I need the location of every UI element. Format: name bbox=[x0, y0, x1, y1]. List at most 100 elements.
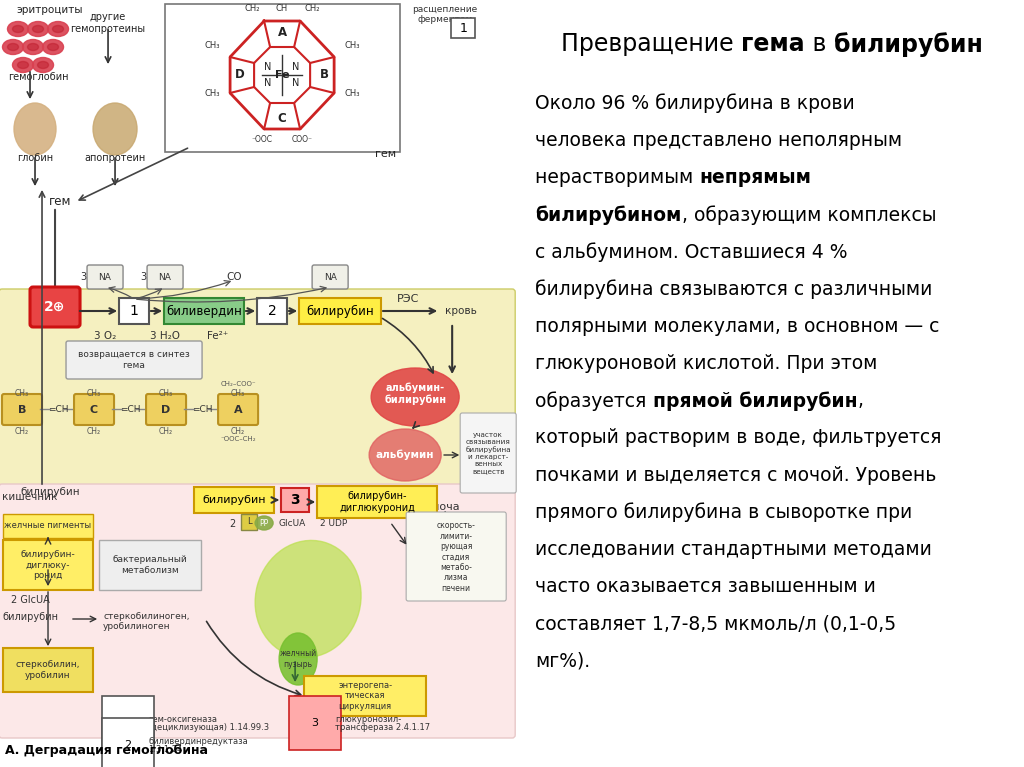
Text: А. Деградация гемоглобина: А. Деградация гемоглобина bbox=[5, 744, 208, 757]
Text: D: D bbox=[236, 68, 245, 81]
Text: 3: 3 bbox=[290, 493, 300, 507]
Text: CH₂: CH₂ bbox=[231, 426, 245, 436]
Text: скорость-
лимити-
рующая
стадия
метабо-
лизма
печени: скорость- лимити- рующая стадия метабо- … bbox=[436, 522, 475, 593]
Text: Fe: Fe bbox=[274, 70, 290, 80]
Text: GlcUA: GlcUA bbox=[279, 519, 305, 528]
Text: N: N bbox=[293, 78, 300, 88]
FancyBboxPatch shape bbox=[312, 265, 348, 289]
Text: COO⁻: COO⁻ bbox=[292, 135, 312, 144]
Text: NA: NA bbox=[324, 272, 337, 281]
Text: энтерогепа-
тическая
циркуляция: энтерогепа- тическая циркуляция bbox=[338, 681, 392, 711]
FancyBboxPatch shape bbox=[3, 514, 93, 538]
Text: (дециклизующая) 1.14.99.3: (дециклизующая) 1.14.99.3 bbox=[148, 723, 269, 732]
Text: B: B bbox=[17, 405, 27, 415]
Text: NA: NA bbox=[98, 272, 112, 281]
Text: расщепление
ферментом: расщепление ферментом bbox=[413, 5, 478, 25]
Ellipse shape bbox=[7, 21, 29, 37]
FancyBboxPatch shape bbox=[407, 512, 506, 601]
Text: образуется: образуется bbox=[536, 391, 652, 411]
Text: CH₂–COO⁻: CH₂–COO⁻ bbox=[220, 381, 256, 387]
Text: ⁻OOC: ⁻OOC bbox=[252, 135, 272, 144]
Ellipse shape bbox=[12, 25, 24, 32]
FancyBboxPatch shape bbox=[99, 540, 201, 590]
Text: CH₃: CH₃ bbox=[15, 390, 29, 399]
Text: гема: гема bbox=[741, 32, 805, 56]
Text: гем: гем bbox=[375, 149, 395, 159]
Text: A: A bbox=[278, 25, 287, 38]
Text: 2 UDP: 2 UDP bbox=[321, 519, 347, 528]
Text: бактериальный
метаболизм: бактериальный метаболизм bbox=[113, 555, 187, 574]
Text: CH₃: CH₃ bbox=[231, 390, 245, 399]
Text: альбумин-
билирубин: альбумин- билирубин bbox=[384, 383, 446, 405]
Ellipse shape bbox=[23, 39, 43, 54]
Text: CH₂: CH₂ bbox=[304, 4, 319, 13]
Text: билирубин: билирубин bbox=[306, 304, 374, 318]
Text: гем-оксигеназа: гем-оксигеназа bbox=[148, 715, 217, 723]
Text: стеркобилиноген,
уробилиноген: стеркобилиноген, уробилиноген bbox=[103, 612, 189, 631]
Text: исследовании стандартными методами: исследовании стандартными методами bbox=[536, 540, 932, 559]
Text: кишечник: кишечник bbox=[2, 492, 57, 502]
FancyBboxPatch shape bbox=[164, 298, 244, 324]
Text: B: B bbox=[319, 68, 329, 81]
Text: Fe²⁺: Fe²⁺ bbox=[208, 331, 228, 341]
Text: CH: CH bbox=[276, 4, 288, 13]
Text: глюкуронозил-: глюкуронозил- bbox=[335, 715, 401, 723]
FancyBboxPatch shape bbox=[282, 488, 309, 512]
Text: участок
связывания
билирубина
и лекарст-
венных
веществ: участок связывания билирубина и лекарст-… bbox=[465, 432, 511, 474]
Text: PP: PP bbox=[259, 518, 268, 528]
Text: 3: 3 bbox=[80, 272, 86, 282]
Text: CH₂: CH₂ bbox=[87, 426, 101, 436]
Ellipse shape bbox=[17, 61, 29, 68]
Text: 2 GlcUA: 2 GlcUA bbox=[10, 595, 49, 605]
Text: N: N bbox=[293, 62, 300, 72]
Text: билирубин-
диглюку-
ронид: билирубин- диглюку- ронид bbox=[20, 550, 76, 580]
FancyBboxPatch shape bbox=[119, 298, 150, 324]
Text: C: C bbox=[90, 405, 98, 415]
Text: билирубином: билирубином bbox=[536, 206, 682, 225]
Text: который растворим в воде, фильтруется: который растворим в воде, фильтруется bbox=[536, 428, 942, 447]
Text: гем: гем bbox=[49, 195, 72, 208]
FancyBboxPatch shape bbox=[147, 265, 183, 289]
FancyBboxPatch shape bbox=[317, 486, 437, 518]
Text: 1.3.1.24: 1.3.1.24 bbox=[148, 745, 182, 753]
Text: CH₃: CH₃ bbox=[159, 390, 173, 399]
Text: эритроциты: эритроциты bbox=[16, 5, 83, 15]
Text: CH₃: CH₃ bbox=[344, 41, 359, 50]
Ellipse shape bbox=[28, 21, 48, 37]
Text: 2: 2 bbox=[267, 304, 276, 318]
FancyBboxPatch shape bbox=[0, 484, 515, 738]
Text: =CH: =CH bbox=[191, 406, 212, 414]
Text: 3 H₂O: 3 H₂O bbox=[151, 331, 180, 341]
Text: D: D bbox=[162, 405, 171, 415]
Text: глобин: глобин bbox=[17, 153, 53, 163]
Text: с альбумином. Оставшиеся 4 %: с альбумином. Оставшиеся 4 % bbox=[536, 242, 848, 262]
Ellipse shape bbox=[43, 39, 63, 54]
Text: ,: , bbox=[857, 391, 863, 410]
Text: CH₃: CH₃ bbox=[205, 41, 220, 50]
Text: Около 96 % билирубина в крови: Около 96 % билирубина в крови bbox=[536, 94, 855, 114]
Ellipse shape bbox=[7, 44, 18, 51]
Ellipse shape bbox=[47, 44, 58, 51]
FancyBboxPatch shape bbox=[299, 298, 381, 324]
Text: CO: CO bbox=[226, 272, 242, 282]
FancyBboxPatch shape bbox=[3, 648, 93, 692]
Ellipse shape bbox=[280, 633, 317, 685]
Text: N: N bbox=[264, 78, 271, 88]
Text: трансфераза 2.4.1.17: трансфераза 2.4.1.17 bbox=[335, 723, 430, 732]
Text: 2⊕: 2⊕ bbox=[44, 300, 66, 314]
Text: билирубин: билирубин bbox=[20, 487, 80, 497]
Text: глюкуроновой кислотой. При этом: глюкуроновой кислотой. При этом bbox=[536, 354, 878, 373]
FancyBboxPatch shape bbox=[66, 341, 202, 379]
Text: ⁻OOC–CH₂: ⁻OOC–CH₂ bbox=[220, 436, 256, 442]
Text: возвращается в синтез
гема: возвращается в синтез гема bbox=[78, 351, 189, 370]
Text: гемоглобин: гемоглобин bbox=[8, 72, 69, 82]
Ellipse shape bbox=[14, 103, 56, 155]
Text: билирубин: билирубин bbox=[203, 495, 266, 505]
Text: 2: 2 bbox=[229, 519, 236, 529]
Text: N: N bbox=[264, 62, 271, 72]
FancyBboxPatch shape bbox=[3, 540, 93, 590]
Text: кровь: кровь bbox=[445, 306, 477, 316]
FancyBboxPatch shape bbox=[146, 394, 186, 425]
Text: 2: 2 bbox=[125, 740, 132, 750]
Text: в: в bbox=[805, 32, 834, 56]
